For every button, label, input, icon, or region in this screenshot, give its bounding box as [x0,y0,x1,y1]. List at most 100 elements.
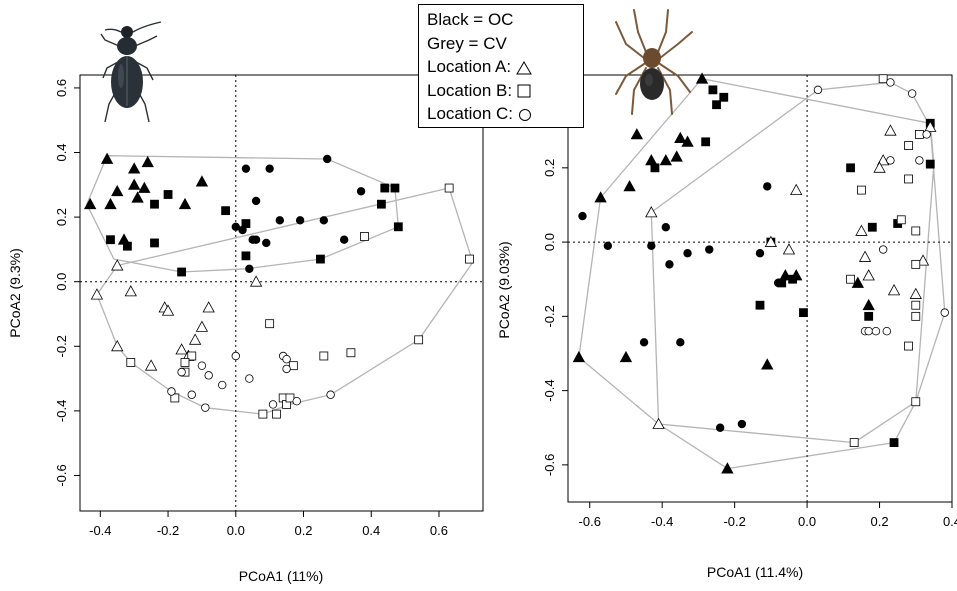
circle-point [323,154,332,164]
circle-point [295,216,305,225]
square-point [258,409,268,419]
triangle-point [572,350,586,363]
square-point [272,409,281,419]
triangle-point [862,269,875,281]
triangle-point [90,288,104,300]
left-plot-frame [79,74,484,512]
circle-point [356,187,366,196]
circle-point [167,387,176,396]
triangle-point [100,152,114,164]
triangle-point [111,184,124,197]
left-pcoa-panel: -0.4 -0.2 0.0 0.2 0.4 0.6 -0.6 -0.4 -0.2 0.0 0.2 0.… [7,21,484,584]
left-y-tick-label: -0.4 [54,400,69,422]
right-y-tick-label: -0.2 [542,305,557,327]
triangle-point [884,124,897,136]
legend: Black = OC Grey = CV Location A: Locatio… [418,4,584,128]
square-point [896,215,906,225]
triangle-point [104,197,117,210]
triangle-point [202,301,215,313]
square-point [380,183,390,193]
circle-point [813,85,823,95]
square-point [701,137,711,147]
square-point [393,222,403,232]
square-point [864,311,874,321]
square-point [846,163,855,173]
square-point [799,308,808,318]
right-x-tick-label: -0.6 [579,514,601,529]
triangle-point [695,72,709,84]
triangle-point [594,191,607,203]
triangle-point [916,254,930,266]
circle-point [882,327,891,336]
triangle-point [764,235,778,247]
square-point [187,351,197,361]
square-point [719,92,729,102]
square-point [846,274,855,284]
square-point [878,74,888,84]
square-point [180,358,190,367]
circle-point [922,130,931,139]
square-point [444,183,454,193]
circle-point [773,278,783,288]
left-x-axis-label: PCoA1 (11%) [239,568,324,584]
square-point [265,319,275,329]
square-point [650,163,660,173]
circle-point [177,367,186,377]
circle-point [339,235,349,244]
square-point [857,185,866,195]
square-point [465,254,474,264]
triangle-point [178,197,192,210]
legend-color-cv: Grey = CV [427,33,507,53]
circle-point [864,327,873,336]
right-points [572,72,949,474]
triangle-point [138,181,151,193]
circle-point [251,196,261,206]
circle-point [187,390,196,399]
triangle-point [855,224,868,236]
square-point [414,335,424,345]
triangle-point [111,339,124,352]
circle-point [705,245,714,254]
circle-point [737,419,747,429]
left-hull-2 [96,187,474,415]
circle-point [241,164,251,173]
square-point [914,130,924,139]
circle-point [204,371,213,380]
square-point [712,100,721,110]
square-point [849,438,859,447]
right-x-tick-label: 0.4 [943,514,957,529]
right-pcoa-panel: -0.6-0.4-0.20.00.20.4-0.6-0.4-0.20.00.2 … [496,9,957,580]
square-point [911,397,921,407]
triangle-point [659,154,672,166]
square-point [241,251,251,261]
right-x-tick-label: -0.2 [723,514,745,529]
circle-point [907,89,917,98]
square-marker-icon [517,84,531,98]
circle-point [245,374,254,383]
square-point [316,254,325,264]
triangle-point [721,462,734,474]
circle-point [282,364,291,374]
legend-location-c: Location C: [427,102,575,126]
triangle-point [645,206,658,218]
square-point [285,393,295,403]
left-ticks: -0.4 -0.2 0.0 0.2 0.4 0.6 -0.6 -0.4 -0.2 0.0 0.2 0.… [54,79,448,538]
triangle-point [249,275,263,287]
square-point [755,300,765,310]
left-x-tick-label: 0.2 [294,523,312,538]
triangle-point [761,358,774,370]
triangle-point [623,180,636,192]
triangle-point [619,350,633,363]
square-point [163,190,173,199]
triangle-point [858,250,872,262]
square-point [911,259,921,269]
left-points [83,152,474,419]
triangle-point [924,120,937,132]
triangle-point [195,175,209,187]
circle-point [763,182,772,191]
square-point [867,222,877,232]
right-x-tick-label: -0.4 [651,514,673,529]
square-point [106,235,115,245]
square-point [904,141,913,150]
